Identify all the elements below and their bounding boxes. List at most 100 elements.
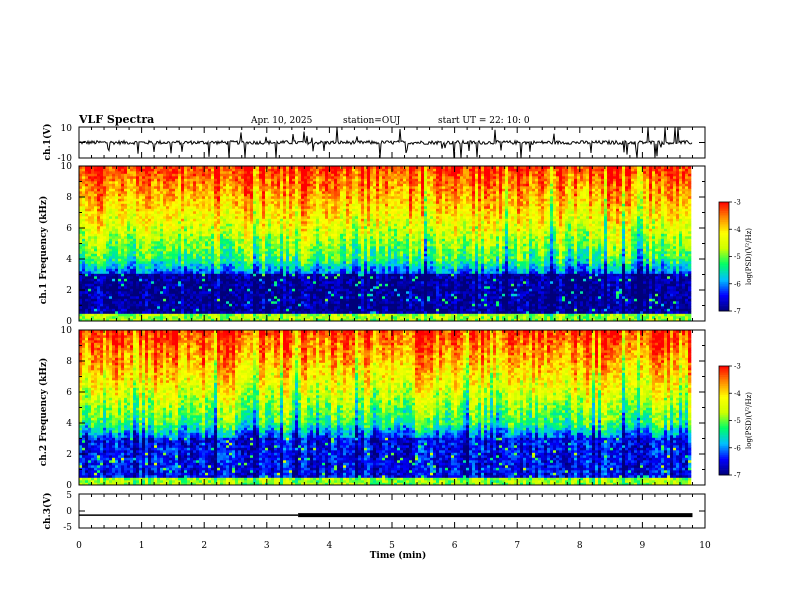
spectrogram-cell bbox=[151, 281, 155, 284]
spectrogram-cell bbox=[688, 301, 692, 304]
spectrogram-cell bbox=[457, 318, 461, 322]
spectrogram-cell bbox=[226, 266, 230, 269]
spectrogram-cell bbox=[166, 311, 170, 314]
spectrogram-cell bbox=[538, 301, 542, 304]
spectrogram-cell bbox=[214, 306, 218, 309]
spectrogram-cell bbox=[187, 283, 191, 287]
spectrogram-cell bbox=[256, 266, 260, 269]
spectrogram-cell bbox=[532, 268, 536, 272]
spectrogram-cell bbox=[661, 293, 665, 297]
spectrogram-cell bbox=[559, 316, 563, 319]
spectrogram-cell bbox=[622, 271, 626, 274]
spectrogram-cell bbox=[457, 316, 461, 319]
spectrogram-cell bbox=[553, 266, 557, 269]
spectrogram-cell bbox=[547, 286, 551, 289]
spectrogram-cell bbox=[445, 291, 449, 294]
spectrogram-cell bbox=[382, 286, 386, 289]
spectrogram-cell bbox=[403, 298, 407, 302]
spectrogram-cell bbox=[496, 261, 500, 264]
spectrogram-cell bbox=[391, 288, 395, 292]
spectrogram-cell bbox=[151, 293, 155, 297]
spectrogram-cell bbox=[358, 283, 362, 287]
spectrogram-cell bbox=[307, 266, 311, 269]
spectrogram-cell bbox=[496, 278, 500, 282]
spectrogram-cell bbox=[427, 316, 431, 319]
spectrogram-cell bbox=[154, 316, 158, 319]
spectrogram-cell bbox=[289, 301, 293, 304]
spectrogram-cell bbox=[214, 291, 218, 294]
spectrogram-cell bbox=[538, 261, 542, 264]
spectrogram-cell bbox=[340, 266, 344, 269]
spectrogram-cell bbox=[589, 273, 593, 277]
spectrogram-cell bbox=[655, 266, 659, 269]
spectrogram-cell bbox=[676, 283, 680, 287]
spectrogram-cell bbox=[562, 261, 566, 264]
spectrogram-cell bbox=[622, 296, 626, 299]
spectrogram-cell bbox=[442, 308, 446, 312]
spectrogram-cell bbox=[115, 288, 119, 292]
spectrogram-cell bbox=[688, 306, 692, 309]
spectrogram-cell bbox=[517, 278, 521, 282]
spectrogram-cell bbox=[643, 301, 647, 304]
spectrogram-cell bbox=[652, 308, 656, 312]
spectrogram-cell bbox=[664, 313, 668, 317]
spectrogram-cell bbox=[439, 308, 443, 312]
spectrogram-cell bbox=[466, 286, 470, 289]
spectrogram-cell bbox=[415, 268, 419, 272]
spectrogram-cell bbox=[79, 296, 83, 299]
spectrogram-cell bbox=[79, 268, 83, 272]
spectrogram-cell bbox=[472, 291, 476, 294]
spectrogram-cell bbox=[412, 261, 416, 264]
spectrogram-cell bbox=[688, 313, 692, 317]
spectrogram-cell bbox=[376, 293, 380, 297]
spectrogram-cell bbox=[277, 311, 281, 314]
spectrogram-cell bbox=[295, 271, 299, 274]
spectrogram-cell bbox=[337, 316, 341, 319]
spectrogram-cell bbox=[307, 288, 311, 292]
spectrogram-cell bbox=[382, 281, 386, 284]
spectrogram-cell bbox=[127, 298, 131, 302]
spectrogram-cell bbox=[433, 293, 437, 297]
spectrogram-cell bbox=[199, 296, 203, 299]
spectrogram-cell bbox=[595, 288, 599, 292]
spectrogram-cell bbox=[217, 313, 221, 317]
spectrogram-cell bbox=[490, 291, 494, 294]
spectrogram-cell bbox=[613, 293, 617, 297]
spectrogram-cell bbox=[619, 273, 623, 277]
spectrogram-cell bbox=[307, 271, 311, 274]
spectrogram-cell bbox=[391, 298, 395, 302]
spectrogram-cell bbox=[376, 263, 380, 267]
spectrogram-cell bbox=[139, 276, 143, 279]
spectrogram-cell bbox=[121, 283, 125, 287]
spectrogram-cell bbox=[229, 266, 233, 269]
spectrogram-cell bbox=[616, 298, 620, 302]
spectrogram-cell bbox=[340, 296, 344, 299]
spectrogram-cell bbox=[316, 298, 320, 302]
spectrogram-cell bbox=[268, 263, 272, 267]
spectrogram-cell bbox=[583, 306, 587, 309]
spectrogram-cell bbox=[226, 261, 230, 264]
spectrogram-cell bbox=[484, 318, 488, 322]
spectrogram-cell bbox=[373, 281, 377, 284]
spectrogram-cell bbox=[355, 278, 359, 282]
spectrogram-cell bbox=[370, 311, 374, 314]
spectrogram-cell bbox=[442, 293, 446, 297]
spectrogram-cell bbox=[412, 313, 416, 317]
spectrogram-cell bbox=[331, 273, 335, 277]
spectrogram-cell bbox=[490, 271, 494, 274]
spectrogram-cell bbox=[499, 273, 503, 277]
spectrogram-cell bbox=[415, 278, 419, 282]
spectrogram-cell bbox=[229, 281, 233, 284]
spectrogram-cell bbox=[685, 296, 689, 299]
spectrogram-cell bbox=[523, 318, 527, 322]
spectrogram-cell bbox=[472, 268, 476, 272]
spectrogram-cell bbox=[655, 318, 659, 322]
spectrogram-cell bbox=[193, 273, 197, 277]
spectrogram-cell bbox=[103, 303, 107, 307]
spectrogram-cell bbox=[151, 296, 155, 299]
spectrogram-cell bbox=[505, 296, 509, 299]
spectrogram-cell bbox=[121, 273, 125, 277]
spectrogram-cell bbox=[421, 281, 425, 284]
spectrogram-cell bbox=[466, 311, 470, 314]
spectrogram-cell bbox=[661, 281, 665, 284]
